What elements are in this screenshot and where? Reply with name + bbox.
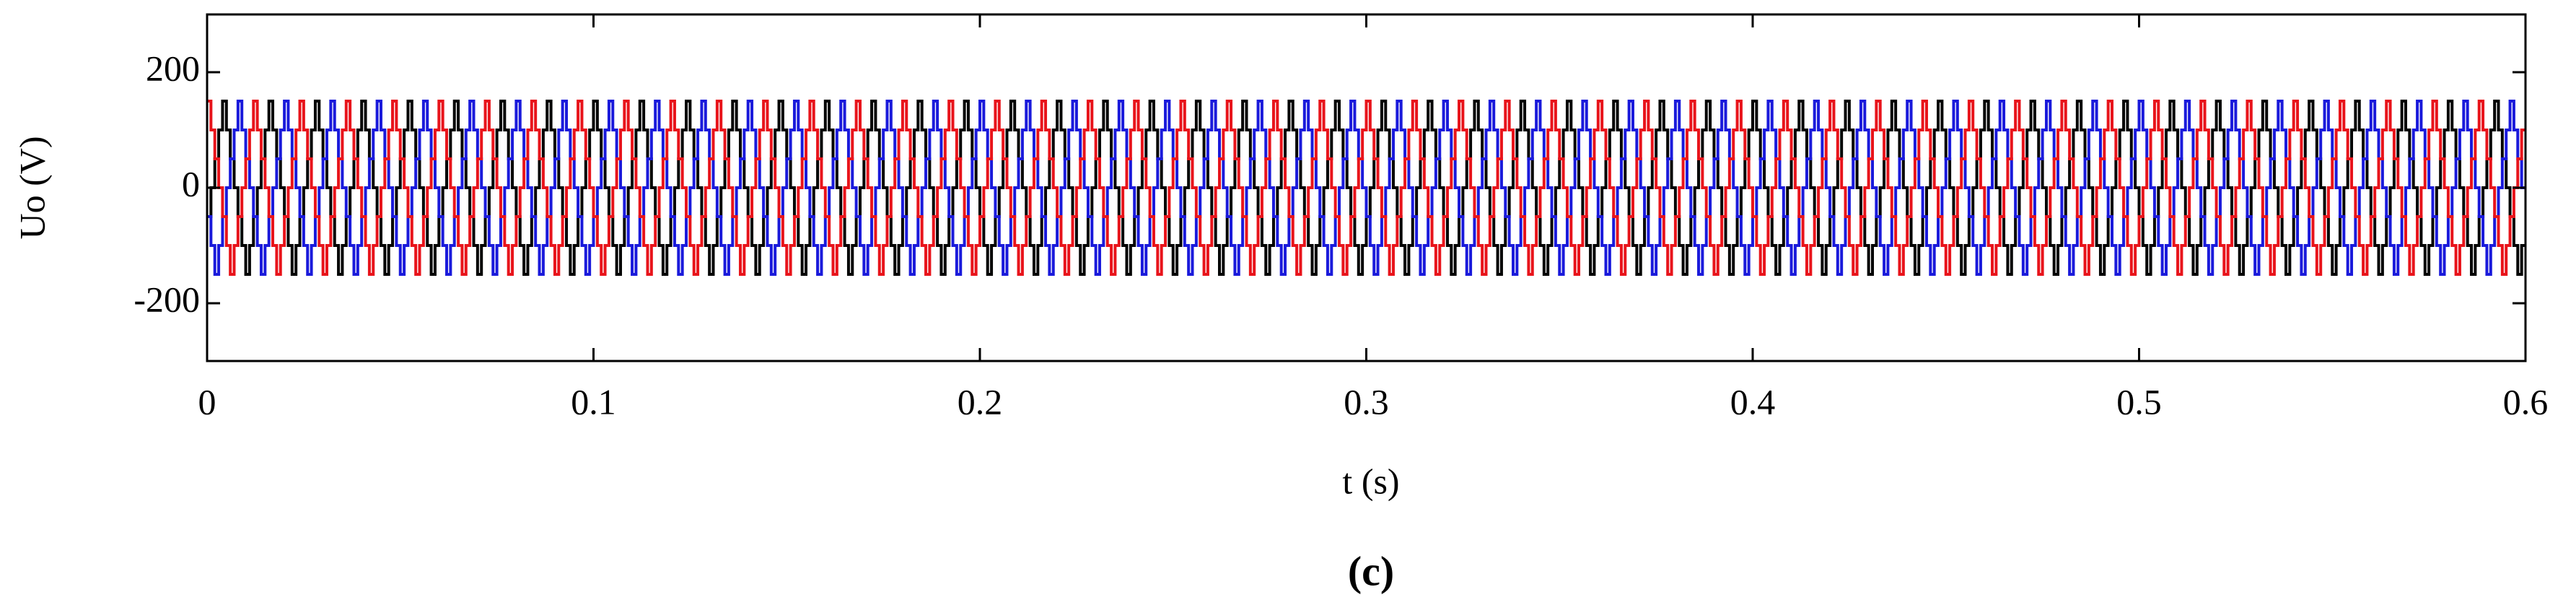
x-tick-label: 0.3 xyxy=(1344,381,1389,422)
series-line xyxy=(207,100,2525,276)
x-axis-label: t (s) xyxy=(1342,461,1399,501)
x-tick-label: 0.1 xyxy=(571,381,616,422)
caption: (c) xyxy=(1348,547,1394,594)
x-tick-label: 0.2 xyxy=(958,381,1003,422)
y-axis-label: Uo (V) xyxy=(12,136,52,239)
y-tick-label: -200 xyxy=(133,279,200,319)
x-tick-label: 0.5 xyxy=(2116,381,2162,422)
y-tick-label: 200 xyxy=(146,48,200,88)
series-line xyxy=(207,100,2525,276)
x-tick-label: 0 xyxy=(198,381,216,422)
x-tick-label: 0.4 xyxy=(1730,381,1776,422)
x-tick-label: 0.6 xyxy=(2503,381,2549,422)
y-tick-label: 0 xyxy=(182,163,200,204)
series-line xyxy=(207,100,2525,276)
